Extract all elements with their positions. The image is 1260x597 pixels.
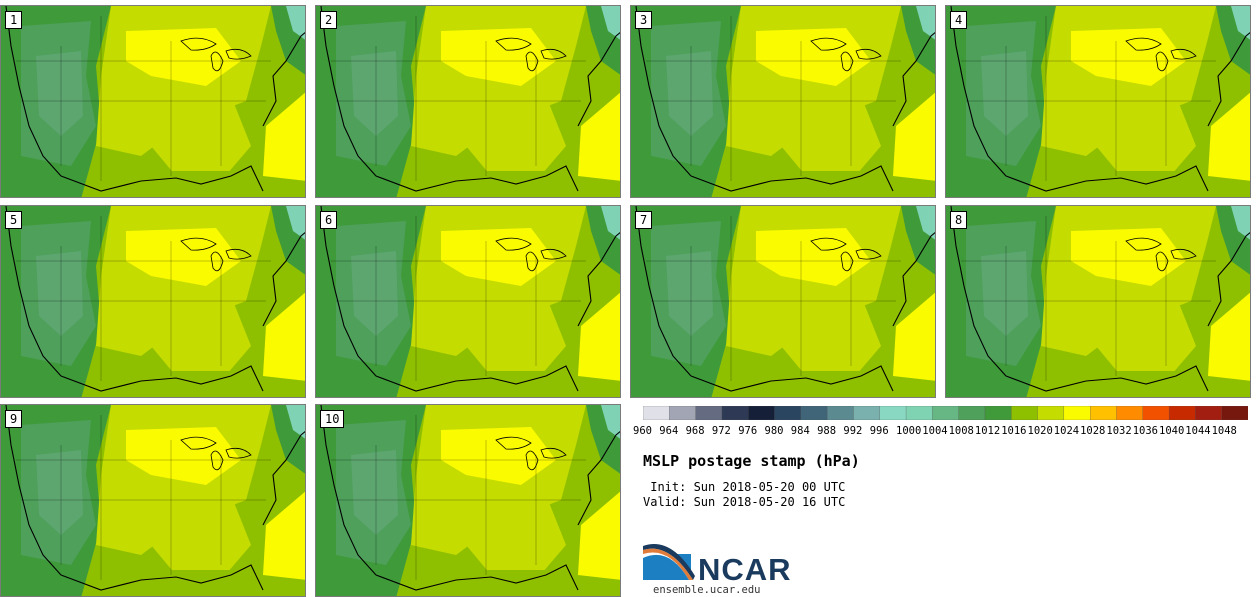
panel-number: 10 [320,410,345,428]
ncar-logo-icon [643,544,695,580]
colorbar-swatch [695,406,723,420]
colorbar-tick-label: 1008 [948,425,974,437]
colorbar-tick-label: 1000 [896,425,922,437]
colorbar-tick-label: 1020 [1027,425,1053,437]
map-panel-5: 5 [0,205,306,398]
map-panel-10: 10 [315,404,621,597]
map-panel-1: 1 [0,5,306,198]
colorbar-tick-label: 1048 [1211,425,1237,437]
init-time: Init: Sun 2018-05-20 00 UTC [643,480,846,494]
colorbar-swatch [932,406,960,420]
colorbar-swatch [669,406,697,420]
colorbar-tick-label: 976 [738,425,758,437]
colorbar-swatch [748,406,776,420]
colorbar-tick-label: 992 [843,425,863,437]
panel-number: 7 [635,211,653,229]
map-panel-6: 6 [315,205,621,398]
colorbar-tick-label: 1012 [974,425,1001,437]
panel-number: 5 [5,211,23,229]
colorbar-swatch [853,406,881,420]
panel-number: 6 [320,211,338,229]
colorbar-swatch [1090,406,1118,420]
panel-number: 2 [320,11,338,29]
colorbar-swatch [1221,406,1248,420]
colorbar-swatch [800,406,828,420]
colorbar-swatch [1116,406,1144,420]
colorbar-swatch [1037,406,1065,420]
panel-number: 3 [635,11,653,29]
colorbar-tick-label: 1024 [1053,425,1080,437]
colorbar-swatch [1195,406,1223,420]
colorbar-swatch [1063,406,1091,420]
colorbar [643,406,1248,420]
logo-url: ensemble.ucar.edu [653,584,761,596]
colorbar-swatch [1011,406,1039,420]
map-panel-3: 3 [630,5,936,198]
colorbar-tick-label: 980 [764,425,784,437]
colorbar-tick-label: 1032 [1106,425,1132,437]
colorbar-tick-label: 1040 [1159,425,1185,437]
map-panel-9: 9 [0,404,306,597]
colorbar-swatch [1142,406,1170,420]
colorbar-tick-label: 968 [685,425,705,437]
colorbar-tick-label: 1044 [1185,425,1211,437]
colorbar-tick-label: 964 [659,425,679,437]
colorbar-swatch [1168,406,1197,420]
valid-time: Valid: Sun 2018-05-20 16 UTC [643,495,846,509]
panel-number: 4 [950,11,968,29]
panel-number: 8 [950,211,968,229]
colorbar-swatch [984,406,1012,420]
colorbar-swatch [721,406,749,420]
colorbar-swatch [905,406,933,420]
logo-name: NCAR [698,552,792,587]
colorbar-tick-label: 1004 [922,425,948,437]
colorbar-tick-label: 1028 [1080,425,1106,437]
panel-number: 1 [5,11,23,29]
colorbar-tick-label: 1016 [1001,425,1027,437]
colorbar-swatch [643,406,670,420]
colorbar-tick-label: 972 [711,425,731,437]
chart-title: MSLP postage stamp (hPa) [643,452,860,470]
colorbar-tick-label: 1036 [1132,425,1158,437]
map-panel-7: 7 [630,205,936,398]
colorbar-swatch [826,406,855,420]
map-panel-8: 8 [945,205,1251,398]
colorbar-swatch [879,406,907,420]
colorbar-tick-label: 984 [790,425,810,437]
map-panel-2: 2 [315,5,621,198]
panel-number: 9 [5,410,23,428]
map-panel-4: 4 [945,5,1251,198]
colorbar-swatch [774,406,802,420]
colorbar-tick-label: 988 [817,425,837,437]
colorbar-tick-label: 960 [633,425,652,437]
colorbar-tick-label: 996 [869,425,889,437]
colorbar-swatch [958,406,986,420]
